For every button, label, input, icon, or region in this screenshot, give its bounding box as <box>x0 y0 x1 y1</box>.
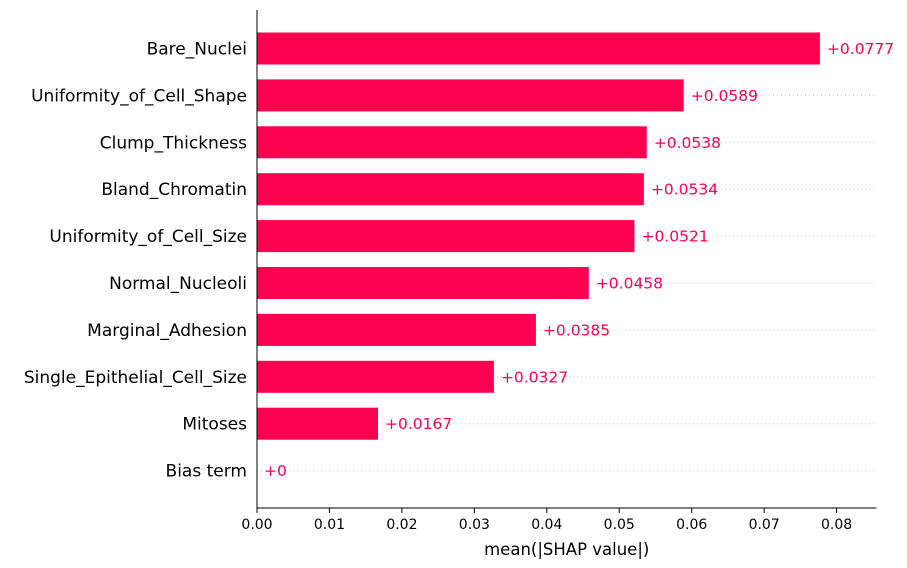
category-label: Bare_Nuclei <box>147 40 247 60</box>
x-tick-label: 0.03 <box>459 517 490 533</box>
category-label: Normal_Nucleoli <box>109 274 247 294</box>
x-tick-label: 0.07 <box>749 517 780 533</box>
value-label: +0.0521 <box>641 228 708 246</box>
category-labels: Bare_Nuclei Uniformity_of_Cell_Shape Clump… <box>24 40 247 482</box>
value-label: +0.0777 <box>827 40 894 58</box>
x-axis-title: mean(|SHAP value|) <box>484 540 649 559</box>
bar <box>257 360 494 393</box>
category-label: Bias term <box>166 462 247 482</box>
x-tick-label: 0.05 <box>604 517 635 533</box>
value-label: +0.0385 <box>543 321 610 339</box>
bar <box>257 267 589 299</box>
category-label: Bland_Chromatin <box>101 180 247 200</box>
x-tick-label: 0.06 <box>676 517 707 533</box>
x-tick-label: 0.08 <box>821 517 852 533</box>
bar <box>257 32 820 65</box>
category-label: Mitoses <box>182 415 247 435</box>
x-axis-ticks: 0.00 0.01 0.02 0.03 0.04 0.05 0.06 0.07 0.08 <box>241 508 852 533</box>
bar <box>257 173 644 206</box>
value-label: +0.0167 <box>385 415 452 433</box>
x-tick-label: 0.02 <box>386 517 417 533</box>
category-label: Clump_Thickness <box>100 133 247 153</box>
x-tick-label: 0.00 <box>241 517 272 533</box>
x-tick-label: 0.01 <box>314 517 345 533</box>
x-tick-label: 0.04 <box>531 517 562 533</box>
bar <box>257 313 536 346</box>
category-label: Uniformity_of_Cell_Size <box>49 227 247 247</box>
value-label: +0.0534 <box>651 181 718 199</box>
value-label: +0 <box>264 462 287 480</box>
category-label: Marginal_Adhesion <box>87 321 247 341</box>
bar <box>257 220 635 253</box>
bar <box>257 126 647 159</box>
value-labels: +0.0777 +0.0589 +0.0538 +0.0534 +0.0521 +0.04… <box>264 40 894 480</box>
value-label: +0.0538 <box>654 134 721 152</box>
value-label: +0.0327 <box>501 368 568 386</box>
row-guides <box>257 48 876 472</box>
bar <box>257 407 378 440</box>
category-label: Single_Epithelial_Cell_Size <box>24 368 247 388</box>
bars <box>257 32 820 440</box>
bar <box>257 79 684 112</box>
category-label: Uniformity_of_Cell_Shape <box>31 86 247 106</box>
value-label: +0.0458 <box>596 275 663 293</box>
value-label: +0.0589 <box>691 87 758 105</box>
